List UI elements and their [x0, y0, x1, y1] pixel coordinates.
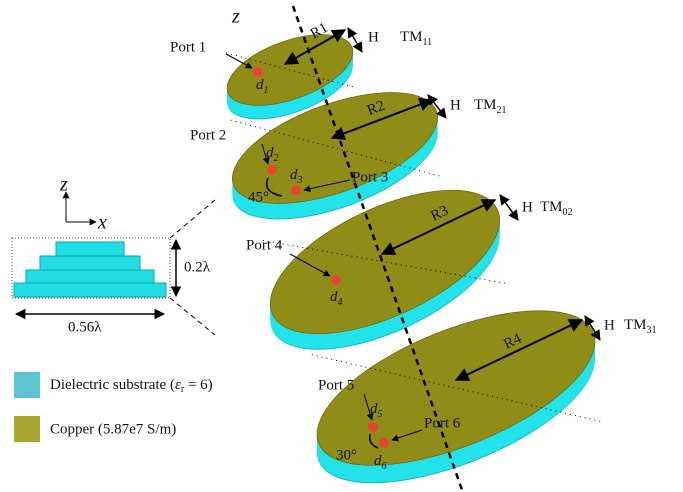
thickness-label: H — [604, 317, 615, 333]
thickness-arrow — [500, 195, 518, 220]
text-sub: 5 — [378, 409, 383, 420]
thickness-label: H — [522, 199, 533, 215]
mode-label: TM02 — [540, 199, 573, 218]
port-label: Port 2 — [190, 127, 226, 143]
text-sub: 11 — [423, 37, 433, 48]
port-dot — [267, 165, 277, 175]
text-sub: 31 — [647, 325, 657, 336]
legend-label: Copper (5.87e7 S/m) — [50, 421, 176, 437]
text-sub: 02 — [563, 207, 573, 218]
shapes — [218, 20, 615, 492]
height-label: 0.2λ — [184, 259, 211, 275]
port-label: Port 4 — [246, 237, 283, 253]
text-sub: 1 — [264, 85, 269, 96]
thickness-label: H — [450, 97, 461, 113]
text-base: TM — [540, 199, 563, 215]
axis-label: z — [231, 6, 240, 28]
angle-label: 30° — [336, 447, 357, 463]
port-dot — [368, 422, 378, 432]
text-sub: 6 — [382, 461, 387, 472]
port-label: Port 1 — [170, 39, 206, 55]
diagram: z z x 0.2λ 0.56λ Dielectric substrate (ε… — [0, 0, 683, 492]
inset-x: x — [97, 212, 107, 234]
text-base: TM — [624, 317, 647, 333]
text-sub: 4 — [338, 297, 343, 308]
angle-label: 45° — [248, 189, 269, 205]
mode-label: TM11 — [400, 29, 432, 48]
legend-label: Dielectric substrate (εr = 6) — [50, 377, 213, 395]
leader — [170, 200, 215, 238]
port-label: Port 5 — [318, 377, 354, 393]
mode-label: TM21 — [474, 97, 507, 116]
text-base: TM — [400, 29, 423, 45]
port-label: Port 6 — [424, 415, 461, 431]
text-sub: 2 — [274, 153, 279, 164]
port-dot — [291, 185, 301, 195]
step — [26, 270, 154, 283]
legend-swatch — [14, 372, 40, 398]
legend-swatch — [14, 416, 40, 442]
port-dot — [379, 438, 389, 448]
width-label: 0.56λ — [68, 319, 102, 335]
inset-z: z — [59, 174, 68, 196]
step — [14, 283, 166, 297]
port-label: Port 3 — [352, 169, 388, 185]
thickness-label: H — [368, 29, 379, 45]
step — [40, 256, 140, 270]
text-base: TM — [474, 97, 497, 113]
mode-label: TM31 — [624, 317, 657, 336]
inset: z x 0.2λ 0.56λ — [12, 174, 215, 336]
text-sub: 21 — [497, 105, 507, 116]
port-dot — [253, 67, 263, 77]
port-dot — [331, 275, 341, 285]
step — [56, 242, 124, 256]
leader — [170, 298, 215, 335]
text-sub: 3 — [297, 175, 303, 186]
